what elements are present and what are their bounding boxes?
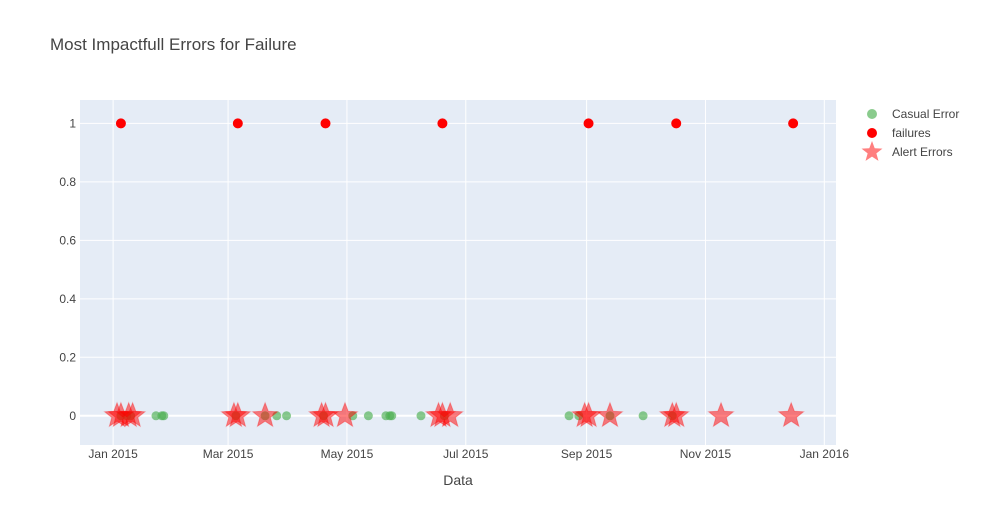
- x-tick-label: Jan 2016: [800, 447, 850, 461]
- y-tick-label: 0.8: [59, 175, 76, 189]
- casual-error-point[interactable]: [416, 411, 426, 421]
- alert-errors-point[interactable]: [662, 401, 690, 428]
- x-tick-label: Mar 2015: [203, 447, 254, 461]
- failures-point[interactable]: [671, 118, 682, 129]
- failures-point[interactable]: [583, 118, 594, 129]
- plot-area[interactable]: [80, 100, 836, 445]
- y-tick-label: 1: [69, 116, 76, 130]
- legend-casual-error-icon: [867, 109, 877, 119]
- alert-errors-point[interactable]: [777, 401, 805, 428]
- casual-error-point[interactable]: [363, 411, 373, 421]
- x-tick-label: Sep 2015: [561, 447, 613, 461]
- y-tick-label: 0: [69, 409, 76, 423]
- alert-errors-point[interactable]: [331, 401, 359, 428]
- chart-title: Most Impactfull Errors for Failure: [50, 35, 297, 54]
- axis-ticks: Jan 2015 Mar 2015 May 2015 Jul 2015 Sep 2015…: [59, 116, 849, 461]
- x-tick-label: Nov 2015: [680, 447, 732, 461]
- y-tick-label: 0.4: [59, 292, 76, 306]
- legend-failures-icon: [867, 128, 877, 138]
- alert-errors-series: [103, 401, 805, 428]
- alert-errors-point[interactable]: [251, 401, 279, 428]
- casual-error-point[interactable]: [387, 411, 397, 421]
- failures-series: [115, 118, 799, 129]
- gridlines: [80, 100, 836, 445]
- failures-point[interactable]: [788, 118, 799, 129]
- x-tick-label: Jul 2015: [443, 447, 489, 461]
- legend-alert-errors-icon: [861, 141, 883, 161]
- casual-error-point[interactable]: [564, 411, 574, 421]
- alert-errors-point[interactable]: [436, 401, 464, 428]
- x-tick-label: Jan 2015: [88, 447, 138, 461]
- x-axis-title: Data: [443, 472, 473, 488]
- legend-alert-errors-label[interactable]: Alert Errors: [892, 145, 953, 159]
- failures-point[interactable]: [437, 118, 448, 129]
- casual-error-point[interactable]: [282, 411, 292, 421]
- alert-errors-point[interactable]: [311, 401, 340, 428]
- failures-point[interactable]: [232, 118, 243, 129]
- casual-error-point[interactable]: [159, 411, 169, 421]
- alert-errors-point[interactable]: [574, 401, 603, 428]
- alert-errors-point[interactable]: [118, 401, 147, 428]
- legend-casual-error-label[interactable]: Casual Error: [892, 107, 959, 121]
- alert-errors-point[interactable]: [224, 401, 252, 428]
- legend-failures-label[interactable]: failures: [892, 126, 931, 140]
- casual-error-point[interactable]: [638, 411, 648, 421]
- failures-point[interactable]: [115, 118, 126, 129]
- legend[interactable]: Casual Error failures Alert Errors: [861, 107, 960, 161]
- alert-errors-point[interactable]: [596, 401, 624, 428]
- alert-errors-point[interactable]: [707, 401, 735, 428]
- y-tick-label: 0.2: [59, 350, 76, 364]
- failures-point[interactable]: [320, 118, 331, 129]
- x-tick-label: May 2015: [321, 447, 374, 461]
- y-tick-label: 0.6: [59, 233, 76, 247]
